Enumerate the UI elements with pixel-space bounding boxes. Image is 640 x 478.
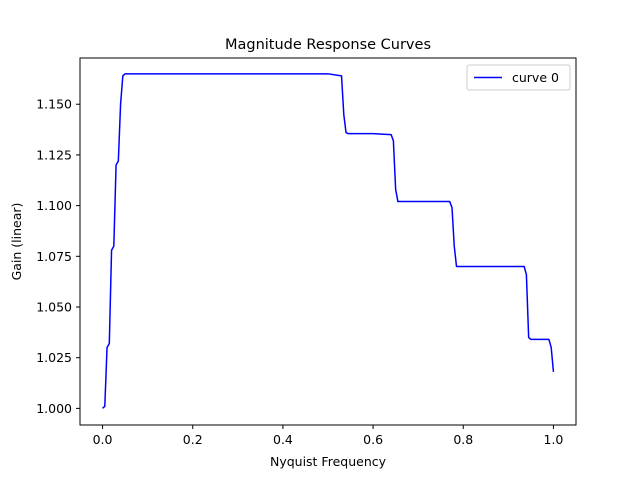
y-tick-label: 1.075 [36,249,72,264]
legend-box [466,64,571,91]
y-tick-label: 1.050 [36,299,72,314]
series-line-0 [102,73,555,409]
x-tick-label: 0.2 [183,432,203,447]
x-tick-label: 0.0 [93,432,113,447]
y-axis-label: Gain (linear) [9,203,24,281]
x-tick-label: 0.8 [453,432,473,447]
x-axis-label: Nyquist Frequency [270,454,387,469]
y-tick-label: 1.000 [36,401,72,416]
legend: curve 0 [466,64,571,91]
y-axis: 1.000 1.025 1.050 1.075 1.100 1.125 1.150 [36,97,80,416]
x-axis: 0.0 0.2 0.4 0.6 0.8 1.0 [93,425,564,447]
series-layer [102,73,555,409]
chart-title: Magnitude Response Curves [225,37,431,53]
legend-label: curve 0 [512,70,559,85]
x-tick-label: 1.0 [544,432,564,447]
y-tick-label: 1.025 [36,350,72,365]
x-tick-label: 0.6 [363,432,383,447]
y-tick-label: 1.100 [36,198,72,213]
x-tick-label: 0.4 [273,432,293,447]
y-tick-label: 1.125 [36,147,72,162]
plot-frame [79,57,577,426]
plot-background [80,58,576,425]
y-tick-label: 1.150 [36,97,72,112]
plot-area: 0.0 0.2 0.4 0.6 0.8 1.0 1.0001.0251.0501.0751… [36,57,577,447]
